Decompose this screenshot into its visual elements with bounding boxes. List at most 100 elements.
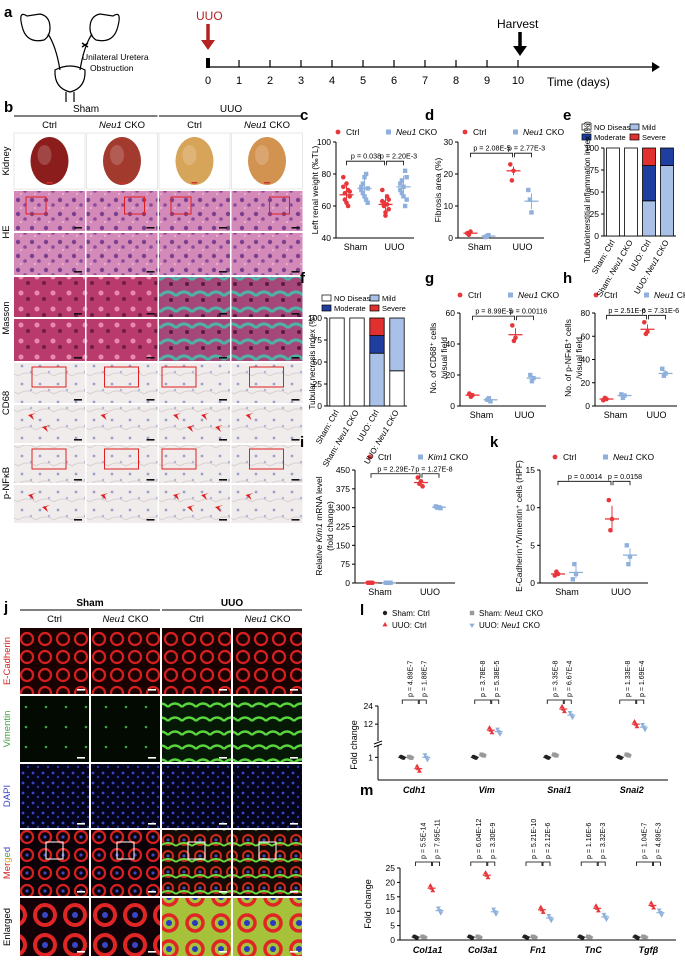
scale-bar [77,757,85,759]
column-header-gene: Neu1 [245,614,268,625]
column-header-gene: Neu1 [99,120,122,131]
y-axis-label: Fold change [363,879,373,929]
p-value-label: p = 2.77E-3 [508,144,545,153]
legend-swatch [321,304,332,312]
legend-label: Severe [642,133,666,142]
data-point-uuo-cko [422,753,428,758]
data-point-cko [399,178,405,183]
legend-gene: Neu1 [396,127,417,137]
x-tick-label: Sham [344,242,368,252]
significance-bracket [525,861,543,866]
y-tick-label: 100 [585,143,599,153]
data-point-ctrl [341,174,346,180]
data-point-cko [624,543,629,548]
data-point-ctrl [347,189,353,194]
if-tile [233,764,302,828]
y-tick-label: 15 [386,892,396,902]
p-value-label: p = 1.33E-8 [625,661,632,697]
data-point-cko [398,181,403,186]
scale-bar [219,689,227,691]
histology-tile [86,405,158,443]
significance-bracket [619,699,637,704]
if-tile [233,696,302,762]
timeline-tick-label: 4 [329,75,335,87]
data-point-uuo-ctrl [596,908,601,913]
scale-bar [264,182,270,184]
legend-gene: Neu1 [654,290,675,300]
data-point-uuo-cko [548,919,554,924]
y-tick-label: 5 [390,921,395,931]
zoom-box [104,366,139,388]
scale-bar [74,227,82,229]
legend-marker-cko [644,292,649,298]
if-tile [20,830,89,896]
chart-l: Cdh1 p = 4.89E-7 p = 1.88E-7 Vim p = 3.78E-8… [349,661,668,795]
significance-bracket [346,160,385,166]
diagram-caption-2: Obstruction [90,63,134,73]
scale-bar [74,439,82,441]
red-arrow [100,413,109,420]
zoom-box [104,448,139,470]
histology-tile [14,485,85,523]
data-point-ctrl [386,197,392,202]
y-tick-label: 0 [530,578,535,588]
p-value-label: p = 2.20E-3 [380,152,417,161]
scale-bar [191,182,198,184]
legend-label-ctrl: Ctrl [473,127,486,137]
scale-bar [219,313,227,315]
significance-bracket [606,314,647,320]
column-header-gene: Neu1 [244,120,267,131]
scale-bar [219,757,227,759]
histology-tile [86,233,158,275]
scale-bar [219,891,227,893]
y-axis-label: No. of p-NFκB⁺ cells [563,319,573,397]
gene-label: TnC [584,945,602,955]
scale-bar [291,313,300,315]
scale-bar [291,439,300,441]
histology-tile [159,233,230,275]
histology-row-labels: Kidney HE Masson CD68 p-NFκB [1,146,12,499]
p-value-label: p = 7.95E-11 [435,819,442,859]
legend-label: Moderate [594,133,626,142]
red-arrow [173,413,181,420]
scale-bar [290,891,298,893]
y-tick-label: 20 [581,378,591,388]
data-point-sham-cko [409,755,414,760]
data-point-cko [570,577,575,582]
zoom-box [31,448,67,470]
scale-bar [291,227,300,229]
if-tile [20,898,89,956]
histology-tile [159,405,230,443]
panel-j: j Sham UUO Ctrl Neu1 CKO Ctrl Neu1 CKO E-Cadh… [2,598,302,956]
histology-tile [231,363,303,403]
data-point-sham-cko [626,753,631,758]
scale-bar [74,479,82,481]
if-tile [162,696,231,762]
red-arrow [42,505,50,512]
legend-label-cko: Neu1 CKO [654,290,685,300]
group-header-uuo: UUO [221,598,243,609]
if-tile [91,764,160,828]
histology-tile [14,191,85,231]
red-arrow [28,413,36,420]
timeline-arrowhead [652,62,660,72]
kidney-highlight [255,145,269,165]
gene-label: Cdh1 [403,785,426,795]
if-row-label-merged: Merged [2,847,13,879]
zoom-box [258,841,277,860]
legend-part: CKO [520,621,540,630]
group-header-sham: Sham [76,598,103,609]
scale-bar [219,439,227,441]
zoom-box [249,366,284,388]
data-point-cko [360,191,366,196]
if-column-headers: Sham UUO Ctrl Neu1 CKO Ctrl Neu1 CKO [20,598,302,625]
y-tick-label: 0 [345,578,350,588]
legend-label: Mild [382,294,396,303]
x-tick-label: Sham [470,410,494,420]
if-tile [91,898,160,956]
p-value-label: p = 8.99E-5 [475,307,512,316]
gene-label: Snai2 [620,785,644,795]
y-tick-label: 0 [594,231,599,241]
